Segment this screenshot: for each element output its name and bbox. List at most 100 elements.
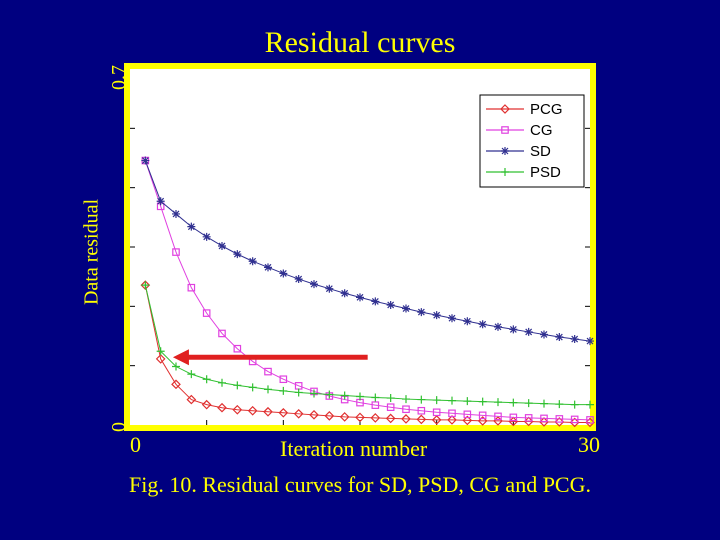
data-point-psd: [555, 400, 564, 409]
data-point-cg: [432, 408, 441, 417]
legend-label-pcg: PCG: [530, 101, 563, 118]
data-point-pcg: [201, 399, 212, 410]
data-point-cg: [570, 415, 579, 424]
series-psd: [141, 281, 594, 409]
data-point-psd: [402, 395, 410, 404]
series-line-pcg: [144, 285, 590, 423]
data-point-cg: [509, 413, 518, 422]
data-point-psd: [310, 389, 318, 398]
data-point-pcg: [155, 354, 166, 364]
data-point-cg: [264, 367, 272, 376]
legend-marker-pcg: [500, 104, 510, 114]
data-point-cg: [202, 309, 211, 317]
data-point-sd: [218, 241, 226, 250]
data-point-psd: [586, 400, 594, 409]
legend-label-sd: SD: [530, 143, 551, 160]
data-point-pcg: [462, 415, 473, 426]
data-point-sd: [356, 293, 364, 302]
data-point-pcg: [401, 414, 411, 424]
data-point-psd: [233, 381, 242, 390]
data-point-sd: [310, 280, 318, 289]
data-point-sd: [279, 269, 288, 278]
series-layer: [140, 156, 595, 428]
data-point-sd: [524, 327, 533, 336]
data-point-psd: [218, 378, 226, 387]
data-point-pcg: [247, 405, 258, 416]
data-point-sd: [187, 222, 196, 231]
legend-label-psd: PSD: [530, 164, 561, 181]
annotation-arrow: [172, 349, 368, 366]
data-point-sd: [264, 263, 272, 272]
data-point-cg: [540, 414, 548, 423]
data-point-cg: [279, 375, 288, 384]
data-point-psd: [172, 362, 180, 371]
data-point-cg: [187, 283, 196, 292]
data-point-pcg: [431, 415, 442, 425]
data-point-cg: [524, 414, 533, 422]
data-point-psd: [156, 347, 165, 356]
data-point-cg: [402, 405, 410, 414]
data-point-psd: [248, 383, 257, 392]
data-point-psd: [187, 370, 196, 379]
x-tick-label-max: 30: [578, 432, 600, 457]
data-point-sd: [294, 275, 303, 284]
data-point-pcg: [339, 412, 350, 422]
data-point-pcg: [416, 414, 427, 425]
data-point-psd: [570, 400, 579, 409]
chart-plot: PCG CG SD PSD: [124, 63, 596, 431]
data-point-pcg: [447, 415, 457, 425]
data-point-psd: [417, 395, 426, 404]
series-cg: [141, 156, 594, 424]
data-point-psd: [279, 386, 288, 395]
data-point-psd: [340, 391, 349, 400]
data-point-sd: [570, 335, 579, 344]
legend-marker-cg: [501, 126, 509, 134]
data-point-pcg: [186, 394, 197, 405]
data-point-cg: [371, 401, 380, 409]
data-point-cg: [386, 403, 395, 412]
data-point-psd: [294, 388, 303, 397]
data-point-pcg: [324, 410, 335, 421]
data-point-psd: [356, 392, 364, 401]
data-point-sd: [540, 330, 548, 339]
data-point-psd: [325, 390, 334, 399]
data-point-sd: [202, 232, 211, 241]
figure-caption: Fig. 10. Residual curves for SD, PSD, CG…: [128, 472, 591, 497]
data-point-psd: [448, 396, 456, 405]
data-point-cg: [233, 344, 242, 353]
data-point-psd: [386, 394, 395, 403]
data-point-psd: [371, 393, 380, 402]
data-point-sd: [386, 300, 395, 309]
chart-title: Residual curves: [264, 26, 456, 59]
legend: PCG CG SD PSD: [479, 94, 585, 188]
data-point-cg: [494, 412, 502, 421]
data-point-cg: [555, 415, 564, 423]
data-point-psd: [264, 385, 272, 394]
data-point-pcg: [232, 404, 243, 415]
data-point-pcg: [370, 413, 381, 423]
data-point-pcg: [171, 379, 181, 390]
data-point-pcg: [385, 413, 396, 424]
data-point-pcg: [217, 402, 227, 413]
data-point-sd: [325, 284, 334, 293]
data-point-psd: [509, 398, 518, 407]
x-tick-label-min: 0: [130, 432, 141, 457]
data-point-pcg: [355, 412, 365, 423]
data-point-sd: [448, 314, 456, 323]
data-point-sd: [233, 250, 242, 259]
data-point-psd: [141, 281, 150, 290]
data-point-sd: [371, 297, 380, 306]
data-point-cg: [172, 248, 180, 256]
data-point-sd: [432, 311, 441, 320]
series-sd: [141, 156, 594, 346]
data-point-cg: [478, 411, 487, 420]
data-point-sd: [417, 308, 426, 317]
data-point-sd: [402, 304, 410, 313]
legend-label-cg: CG: [530, 122, 553, 139]
data-point-pcg: [293, 408, 304, 419]
data-point-cg: [218, 329, 226, 338]
data-point-pcg: [278, 407, 289, 418]
data-point-sd: [463, 317, 472, 326]
data-point-pcg: [140, 280, 151, 290]
data-point-cg: [463, 410, 472, 419]
